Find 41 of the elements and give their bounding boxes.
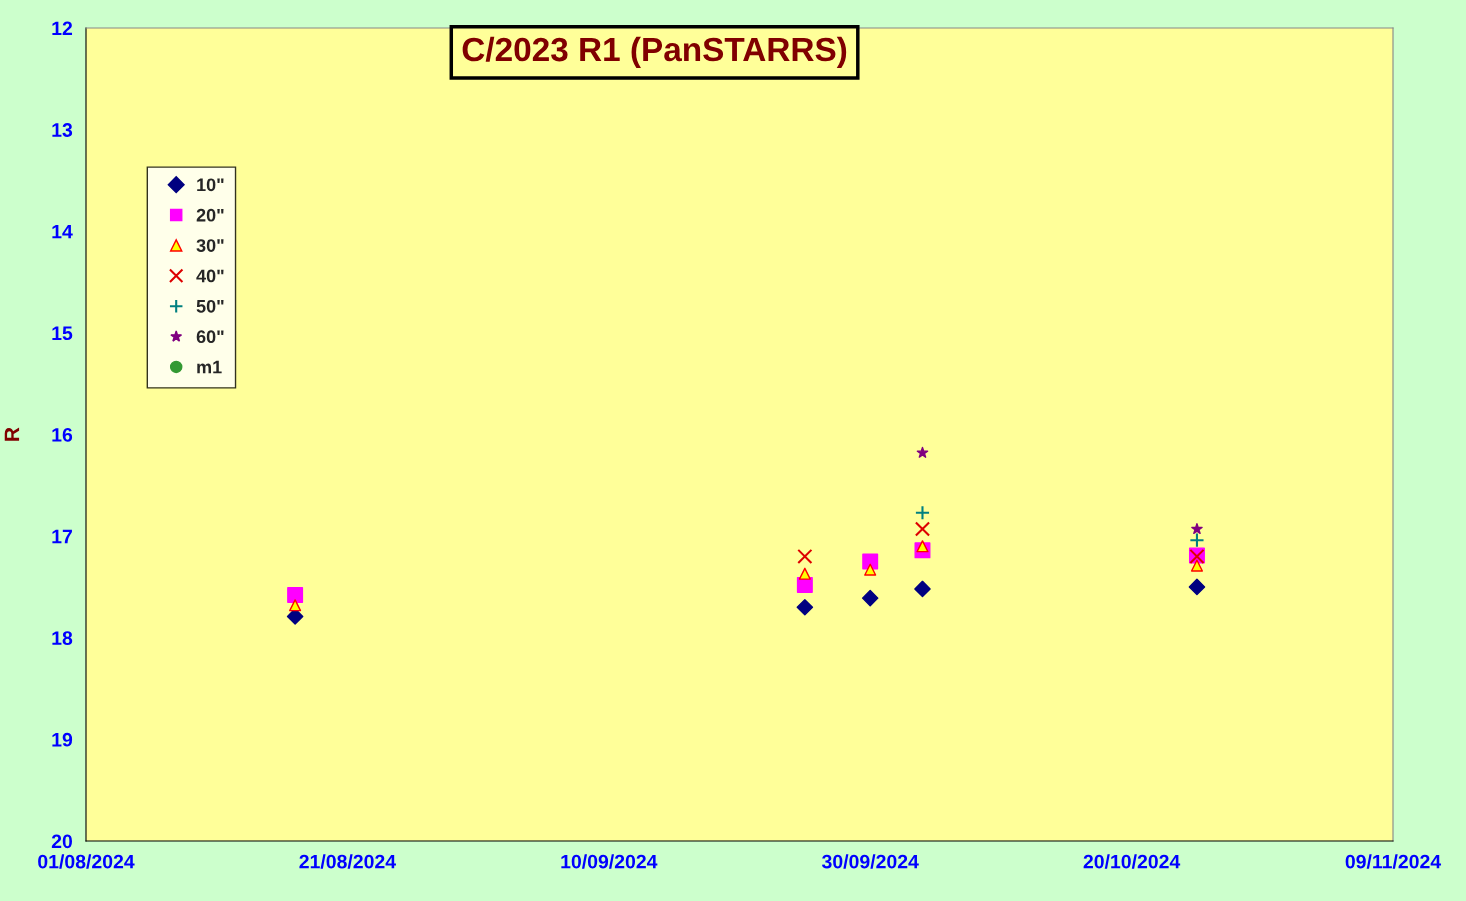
y-tick-label: 16 [52,427,73,442]
y-tick-label: 17 [52,529,72,544]
y-tick-label: 18 [52,631,73,645]
point [864,563,877,576]
point [1190,559,1204,572]
legend-label: 60" [196,330,224,344]
legend-label: 30" [196,239,224,252]
legend-label: 50" [196,299,224,313]
y-tick-label: 14 [52,224,73,239]
x-tick-label: 09/11/2024 [1345,854,1442,869]
point [798,567,811,580]
x-tick-label: 30/09/2024 [821,854,919,869]
x-tick-label: 20/10/2024 [1083,854,1181,869]
x-tick-label: 01/08/2024 [38,854,135,869]
point [916,446,929,458]
point [862,553,879,570]
point [914,521,931,537]
point [861,589,879,607]
y-tick-label: 13 [52,123,73,137]
legend-label: 40" [196,269,224,283]
point [1188,578,1206,596]
legend-label: 10" [197,178,224,192]
chart-title: C/2023 R1 (PanSTARRS) [462,36,847,68]
y-tick-label: 20 [51,834,73,849]
y-tick-label: 15 [52,326,73,341]
point [1189,532,1205,548]
y-tick-label: 19 [52,732,73,747]
x-tick-label: 21/08/2024 [299,854,396,869]
point [797,548,813,565]
y-tick-label: 12 [52,21,73,36]
point [796,598,814,616]
point [289,599,302,612]
legend-label: m1 [197,360,222,374]
point [287,587,304,604]
y-axis-title: R [4,427,20,441]
point [916,540,929,553]
x-tick-label: 10/09/2024 [561,854,658,869]
legend-label: 20" [196,208,224,222]
point [914,580,931,598]
point [914,505,931,521]
point [1191,522,1203,535]
